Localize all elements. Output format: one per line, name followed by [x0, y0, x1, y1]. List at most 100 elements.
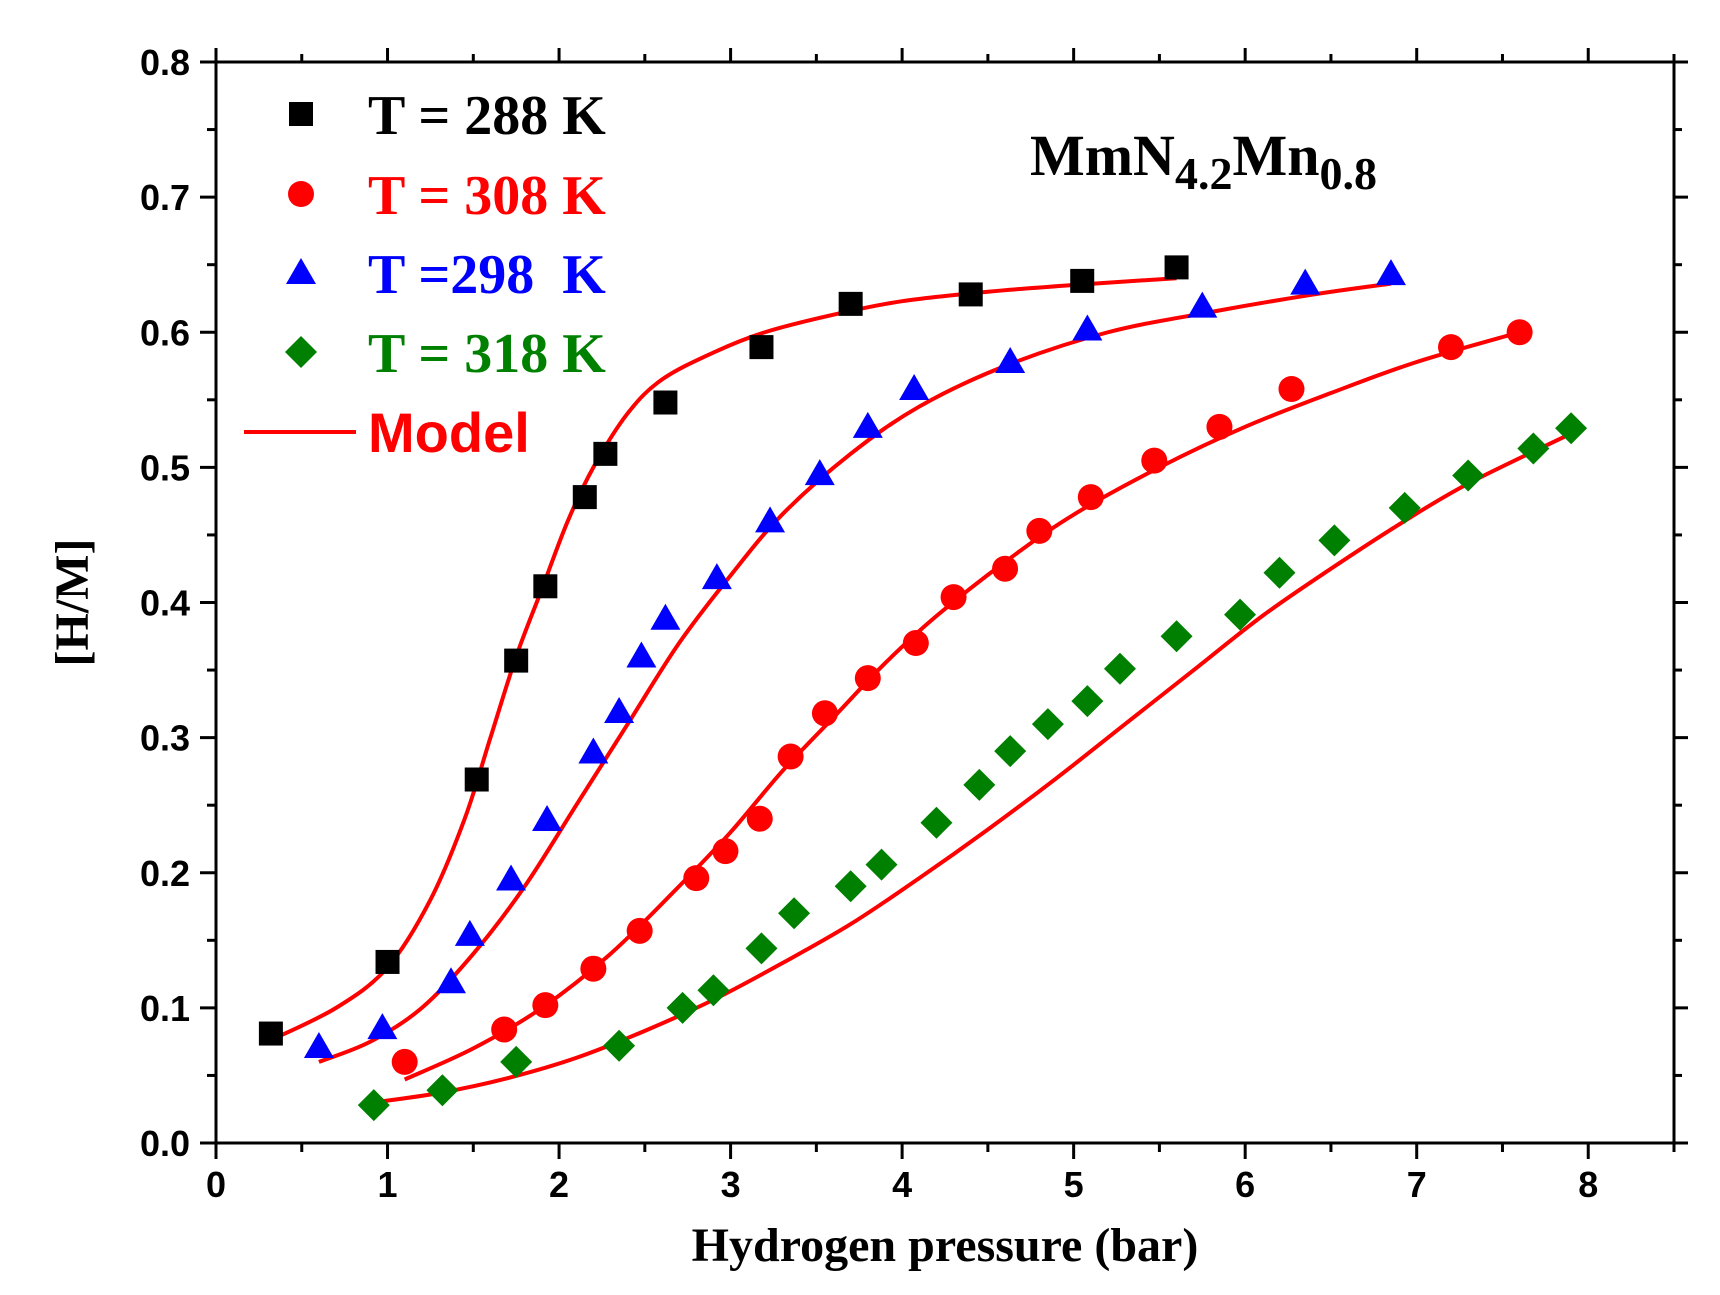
- data-point-triangle: [626, 641, 657, 668]
- data-point-triangle: [496, 864, 527, 891]
- data-point-diamond: [1071, 685, 1104, 718]
- data-point-circle: [580, 955, 607, 982]
- data-point-triangle: [1187, 291, 1218, 318]
- data-point-circle: [811, 700, 838, 727]
- compound-sub-2: 0.8: [1319, 148, 1377, 199]
- x-tick-label: 8: [1578, 1164, 1598, 1205]
- data-point-diamond: [920, 806, 953, 839]
- data-point-circle: [1438, 334, 1465, 361]
- data-point-triangle: [435, 967, 466, 994]
- data-point-square: [749, 335, 774, 360]
- data-point-diamond: [1103, 652, 1136, 685]
- x-tick-label: 0: [206, 1164, 226, 1205]
- x-tick-label: 1: [378, 1164, 398, 1205]
- data-point-circle: [1141, 447, 1168, 474]
- compound-sub-1: 4.2: [1175, 148, 1233, 199]
- y-tick-label: 0.1: [140, 988, 190, 1029]
- data-point-triangle: [899, 374, 930, 401]
- data-points: [258, 255, 1588, 1122]
- data-point-triangle: [604, 696, 635, 723]
- data-point-square: [1070, 268, 1095, 293]
- data-point-diamond: [963, 768, 996, 801]
- legend-marker-triangle: [286, 258, 316, 284]
- model-curve: [266, 276, 1177, 1044]
- data-point-circle: [746, 805, 773, 832]
- data-point-diamond: [697, 974, 730, 1007]
- legend-marker-diamond: [285, 336, 317, 368]
- data-point-circle: [532, 992, 559, 1019]
- model-curve: [403, 330, 1521, 1082]
- data-point-circle: [391, 1048, 418, 1075]
- model-curve: [318, 281, 1392, 1064]
- legend-marker-square: [289, 102, 313, 126]
- y-tick-label: 0.8: [140, 42, 190, 83]
- y-axis-title: [H/M]: [46, 539, 99, 667]
- data-point-circle: [940, 584, 967, 611]
- data-point-circle: [712, 838, 739, 865]
- data-point-square: [375, 949, 400, 974]
- legend: T = 288 K T = 308 K T =298 K T = 318 K Model: [244, 85, 606, 464]
- data-point-diamond: [778, 897, 811, 930]
- data-point-triangle: [804, 459, 835, 486]
- data-point-diamond: [666, 991, 699, 1024]
- x-tick-label: 2: [549, 1164, 569, 1205]
- compound-base-1: MmN: [1030, 123, 1175, 188]
- data-point-triangle: [1375, 259, 1406, 286]
- y-tick-label: 0.5: [140, 447, 190, 488]
- y-tick-label: 0.0: [140, 1123, 190, 1164]
- axis-tick-labels: 0 1 2 3 4 5 6 7 8 0.0 0.1 0.2 0.3 0.4 0.5 0.6 0.7 0.8: [140, 42, 1598, 1205]
- data-point-circle: [1506, 319, 1533, 346]
- data-point-circle: [1206, 413, 1233, 440]
- data-point-diamond: [1555, 412, 1588, 445]
- data-point-circle: [902, 630, 929, 657]
- legend-label: T = 308 K: [368, 165, 606, 227]
- data-point-diamond: [745, 932, 778, 965]
- data-point-triangle: [367, 1013, 398, 1040]
- data-point-square: [533, 574, 558, 599]
- data-point-triangle: [454, 919, 485, 946]
- data-point-diamond: [426, 1074, 459, 1107]
- x-axis-title: Hydrogen pressure (bar): [692, 1219, 1199, 1272]
- y-tick-label: 0.3: [140, 718, 190, 759]
- data-point-square: [464, 767, 489, 792]
- x-tick-label: 4: [892, 1164, 912, 1205]
- data-point-diamond: [603, 1029, 636, 1062]
- legend-label: Model: [368, 401, 530, 464]
- y-tick-label: 0.2: [140, 853, 190, 894]
- legend-label: T = 318 K: [368, 323, 606, 385]
- data-point-diamond: [500, 1045, 533, 1078]
- data-point-triangle: [701, 563, 732, 590]
- data-point-triangle: [995, 346, 1026, 373]
- data-point-circle: [1026, 517, 1053, 544]
- data-point-circle: [491, 1016, 518, 1043]
- data-point-circle: [777, 743, 804, 770]
- data-point-triangle: [303, 1032, 334, 1059]
- data-point-square: [1164, 255, 1189, 280]
- data-point-circle: [626, 917, 653, 944]
- axis-ticks: [200, 48, 1688, 1159]
- data-point-diamond: [1318, 524, 1351, 557]
- y-tick-label: 0.7: [140, 177, 190, 218]
- data-point-diamond: [994, 735, 1027, 768]
- data-point-diamond: [1031, 708, 1064, 741]
- data-point-diamond: [1517, 432, 1550, 465]
- data-point-diamond: [834, 870, 867, 903]
- legend-marker-circle: [288, 181, 314, 207]
- compound-label: MmN4.2Mn0.8: [1030, 123, 1377, 199]
- data-point-triangle: [1290, 268, 1321, 295]
- data-point-triangle: [650, 603, 681, 630]
- x-tick-label: 7: [1407, 1164, 1427, 1205]
- data-point-diamond: [1388, 491, 1421, 524]
- data-point-square: [504, 648, 529, 673]
- data-point-diamond: [1224, 598, 1257, 631]
- data-point-square: [593, 441, 618, 466]
- data-point-diamond: [357, 1089, 390, 1122]
- data-point-circle: [854, 665, 881, 692]
- data-point-triangle: [532, 805, 563, 832]
- y-tick-label: 0.6: [140, 312, 190, 353]
- x-tick-label: 5: [1064, 1164, 1084, 1205]
- data-point-diamond: [865, 848, 898, 881]
- data-point-circle: [1278, 376, 1305, 403]
- data-point-diamond: [1452, 459, 1485, 492]
